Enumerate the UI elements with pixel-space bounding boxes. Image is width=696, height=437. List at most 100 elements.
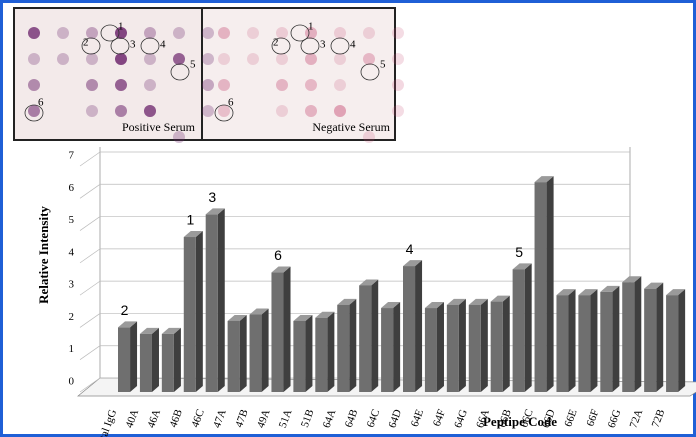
blot-dot xyxy=(363,53,375,65)
bar xyxy=(228,321,240,392)
blot-dot xyxy=(144,53,156,65)
blot-label: 4 xyxy=(160,39,166,51)
bar-side xyxy=(327,312,334,392)
blot-label: 5 xyxy=(190,59,196,71)
bar xyxy=(184,237,196,392)
bar-side xyxy=(349,299,356,392)
blot-dot xyxy=(305,53,317,65)
blot-dot xyxy=(276,79,288,91)
blot-dot xyxy=(247,53,259,65)
y-tick-label: 7 xyxy=(69,150,75,162)
bar xyxy=(491,302,503,392)
bar-side xyxy=(240,315,247,392)
blot-dot xyxy=(57,53,69,65)
annotation: 6 xyxy=(274,247,282,263)
bar-side xyxy=(393,302,400,392)
annotation: 2 xyxy=(121,302,129,318)
y-tick-label: 2 xyxy=(69,311,75,323)
bar-side xyxy=(503,296,510,392)
blot-dot xyxy=(86,53,98,65)
blot-dot xyxy=(202,79,214,91)
blot-dot xyxy=(218,27,230,39)
y-tick-label: 3 xyxy=(69,279,75,291)
annotation: 3 xyxy=(208,189,216,205)
bar-side xyxy=(590,289,597,392)
bar-side xyxy=(481,299,488,392)
blot-dot xyxy=(28,53,40,65)
bar xyxy=(513,269,525,392)
blot-dot xyxy=(144,79,156,91)
bar-side xyxy=(152,328,159,392)
blot-label: 2 xyxy=(83,37,89,49)
bar xyxy=(535,182,547,392)
blot-label: 3 xyxy=(130,39,136,51)
blot-caption: Positive Serum xyxy=(122,120,196,134)
bar-side xyxy=(656,283,663,392)
bar xyxy=(359,285,371,392)
bar-side xyxy=(678,289,685,392)
blot-dot xyxy=(392,79,404,91)
bar-side xyxy=(284,267,291,392)
blot-dot xyxy=(392,53,404,65)
bar-side xyxy=(174,328,181,392)
blot-dot xyxy=(276,53,288,65)
blot-label: 3 xyxy=(320,39,326,51)
blot-dot xyxy=(86,105,98,117)
blot-dot xyxy=(144,27,156,39)
blot-dot xyxy=(115,105,127,117)
figure: 1 2 3 4 5 6 Positive Serum 1 2 3 4 5 6 Negative Serum… xyxy=(0,0,696,437)
blot-dot xyxy=(334,79,346,91)
blot-dot xyxy=(334,105,346,117)
y-tick-label: 1 xyxy=(69,343,75,355)
blot-dot xyxy=(276,105,288,117)
y-tick-label: 4 xyxy=(69,246,75,258)
bar xyxy=(622,282,634,392)
bar xyxy=(666,295,678,392)
blot-dot xyxy=(202,53,214,65)
bar-side xyxy=(371,279,378,392)
bar-side xyxy=(525,263,532,392)
annotation: 5 xyxy=(515,244,523,260)
bar-side xyxy=(305,315,312,392)
blot-dot xyxy=(115,79,127,91)
y-axis-label: Relative Intensity xyxy=(36,206,51,304)
bar xyxy=(578,295,590,392)
bar xyxy=(556,295,568,392)
bar-side xyxy=(196,231,203,392)
y-tick-label: 6 xyxy=(69,182,75,194)
blot-dot xyxy=(173,53,185,65)
blot-dot xyxy=(247,27,259,39)
blot-label: 4 xyxy=(350,39,356,51)
y-tick-label: 0 xyxy=(69,376,75,388)
blot-dot xyxy=(57,27,69,39)
blot-label: 6 xyxy=(228,97,234,109)
bar-side xyxy=(569,289,576,392)
bar xyxy=(271,273,283,392)
blot-dot xyxy=(144,105,156,117)
bar xyxy=(644,289,656,392)
blot-caption: Negative Serum xyxy=(312,120,390,134)
bar-side xyxy=(218,208,225,392)
bar-side xyxy=(437,302,444,392)
bar-side xyxy=(459,299,466,392)
blot-dot xyxy=(202,27,214,39)
blot-dot xyxy=(363,27,375,39)
bar xyxy=(140,334,152,392)
annotation: 4 xyxy=(406,241,414,257)
blot-dot xyxy=(202,105,214,117)
blot-dot xyxy=(28,79,40,91)
annotation: 1 xyxy=(186,212,194,228)
blot-label: 1 xyxy=(308,21,314,33)
bar xyxy=(337,305,349,392)
blot-dot xyxy=(86,79,98,91)
blot-label: 5 xyxy=(380,59,386,71)
bar-side xyxy=(612,286,619,392)
blot-dot xyxy=(334,27,346,39)
bar xyxy=(403,266,415,392)
bar-side xyxy=(262,309,269,392)
blot-label: 1 xyxy=(118,21,124,33)
bar xyxy=(206,214,218,392)
bar-side xyxy=(415,260,422,392)
bar xyxy=(315,318,327,392)
blot-panels: 123456Positive Serum123456Negative Serum xyxy=(14,8,404,143)
